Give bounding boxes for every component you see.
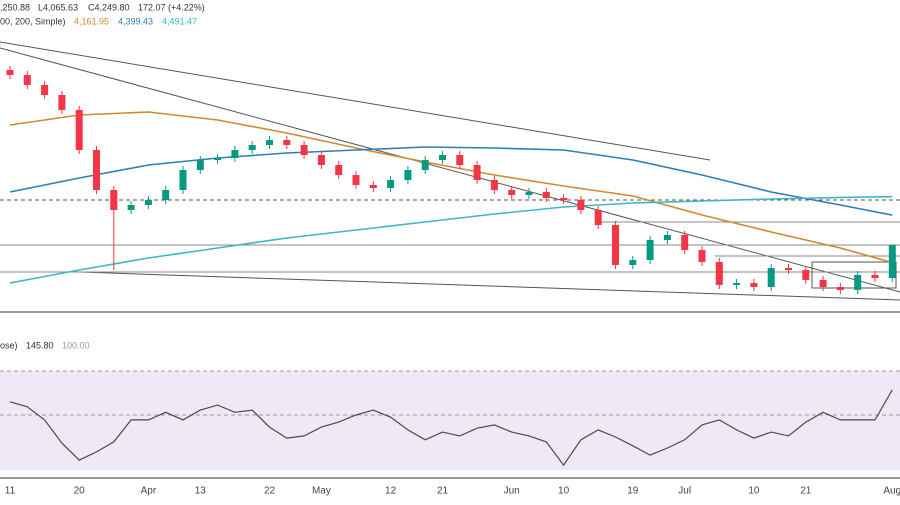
candle-body: [819, 280, 827, 287]
x-tick-label: 11: [5, 486, 16, 497]
ma-value: 4,161.95: [74, 16, 109, 26]
x-tick-label: May: [312, 486, 331, 497]
ohlc-change: 172.07 (+4.22%): [138, 2, 205, 12]
x-tick-label: Jul: [678, 486, 691, 497]
x-tick-label: Apr: [141, 486, 157, 497]
moving-average-line: [9, 195, 893, 284]
x-tick-label: 21: [437, 486, 449, 497]
candle-body: [802, 270, 810, 280]
x-tick-label: Aug: [883, 486, 900, 497]
oscillator-line: [9, 389, 893, 467]
candle-body: [127, 205, 135, 210]
candle-body: [715, 262, 723, 285]
candle-body: [335, 165, 343, 175]
candle-body: [248, 145, 256, 150]
candle-body: [421, 160, 429, 170]
osc-level-value: 100.00: [62, 340, 90, 350]
candle-body: [646, 240, 654, 260]
candle-body: [767, 268, 775, 287]
candle-body: [41, 85, 49, 95]
candle-body: [317, 155, 325, 165]
trend-line: [79, 271, 900, 301]
candle-body: [698, 250, 706, 262]
candle-body: [508, 190, 516, 195]
candle-body: [560, 198, 568, 200]
candle-body: [231, 150, 239, 158]
candle-body: [663, 235, 671, 240]
candle-body: [23, 75, 31, 85]
candle-body: [888, 245, 896, 278]
candle-body: [58, 95, 66, 110]
candle-body: [854, 275, 862, 290]
ohlc-close: C4,249.80: [88, 2, 130, 12]
candle-body: [785, 268, 792, 270]
candle-body: [283, 140, 291, 145]
ohlc-low: L4,065.63: [38, 2, 78, 12]
trend-line: [0, 47, 900, 293]
candle-body: [387, 180, 395, 188]
candle-body: [6, 70, 14, 75]
candle-body: [525, 192, 533, 195]
candle-body: [75, 110, 83, 150]
ma-value: 4,399.43: [118, 16, 153, 26]
candle-body: [352, 175, 360, 185]
x-tick-label: 20: [74, 486, 86, 497]
candle-body: [369, 185, 377, 188]
candle-body: [594, 210, 602, 225]
candle-body: [542, 192, 550, 198]
candle-body: [681, 235, 689, 250]
candle-body: [836, 287, 844, 290]
range-box: [811, 261, 897, 289]
ma-label: 00, 200, Simple): [0, 16, 66, 26]
osc-band: [0, 371, 900, 470]
candle-body: [733, 283, 741, 285]
candle-body: [577, 200, 585, 210]
candle-body: [871, 275, 879, 278]
ohlc-high: ,250.88: [0, 2, 30, 12]
candle-body: [473, 165, 481, 180]
ma-value: 4,491.47: [162, 16, 197, 26]
candle-body: [629, 260, 637, 265]
candle-body: [439, 155, 446, 160]
osc-label: ose): [0, 340, 18, 350]
x-tick-label: Jun: [504, 486, 520, 497]
candle-body: [404, 170, 412, 180]
candle-body: [456, 155, 464, 165]
osc-value: 145.80: [26, 340, 54, 350]
x-tick-label: 13: [195, 486, 207, 497]
candle-body: [93, 150, 100, 190]
candle-body: [490, 180, 498, 190]
x-tick-label: 21: [800, 486, 812, 497]
candle-body: [196, 160, 204, 170]
x-tick-label: 12: [385, 486, 397, 497]
candle-body: [300, 145, 308, 155]
x-tick-label: 19: [627, 486, 639, 497]
candle-body: [162, 190, 170, 200]
candle-body: [110, 190, 118, 210]
candle-body: [750, 283, 758, 287]
x-tick-label: 22: [264, 486, 276, 497]
candle-body: [179, 170, 187, 190]
candle-body: [612, 225, 619, 265]
moving-average-line: [9, 146, 893, 216]
candle-body: [266, 140, 273, 145]
candle-body: [214, 158, 222, 160]
x-tick-label: 10: [748, 486, 760, 497]
trend-line: [0, 41, 711, 161]
candle-body: [144, 200, 152, 205]
x-tick-label: 10: [558, 486, 570, 497]
